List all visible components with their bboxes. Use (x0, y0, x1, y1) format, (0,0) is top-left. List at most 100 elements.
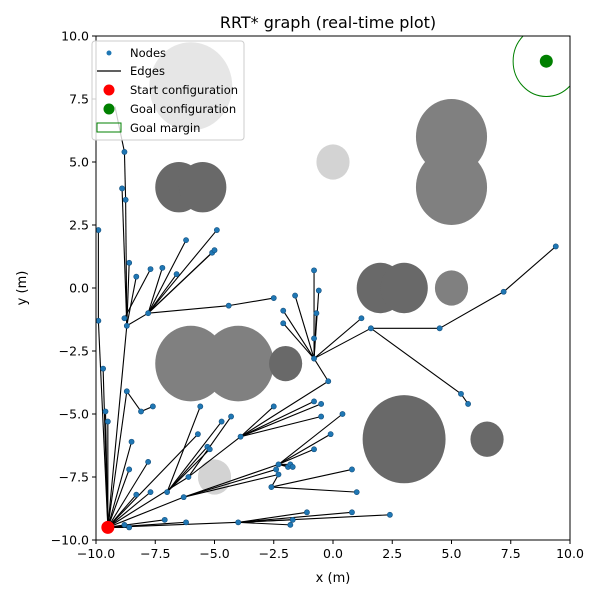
node (368, 325, 374, 332)
node (149, 403, 156, 410)
node (102, 408, 109, 415)
edge (166, 446, 208, 493)
node (218, 418, 225, 425)
node (339, 411, 346, 417)
x-tick-label: −10.0 (77, 546, 115, 561)
node (122, 196, 129, 203)
y-axis-label: y (m) (15, 271, 30, 306)
plot-area (96, 36, 570, 534)
edge (228, 297, 274, 307)
node (311, 267, 317, 274)
edge (148, 305, 229, 314)
edge (126, 262, 130, 326)
edge (126, 391, 142, 412)
legend-edges-label: Edges (130, 64, 165, 78)
node (123, 388, 130, 395)
obstacle (202, 325, 274, 402)
edge (183, 463, 279, 498)
node (159, 264, 166, 271)
node (552, 243, 559, 250)
edge (240, 415, 322, 438)
node (353, 489, 360, 496)
node (145, 310, 152, 317)
legend: Nodes Edges Start configuration Goal con… (91, 40, 245, 141)
edge (370, 327, 462, 395)
obstacle (316, 144, 350, 180)
edge (271, 468, 353, 488)
x-axis: −10.0 −7.5 −5.0 −2.5 0.0 2.5 5.0 7.5 10.0 (77, 540, 584, 561)
x-tick-label: 10.0 (556, 546, 584, 561)
edge (238, 511, 353, 523)
node (225, 302, 232, 309)
node (289, 516, 296, 523)
node (185, 474, 192, 480)
y-tick-label: −7.5 (59, 470, 89, 485)
x-tick-label: 0.0 (323, 546, 343, 561)
y-tick-label: −5.0 (59, 407, 89, 422)
y-tick-label: 5.0 (69, 155, 89, 170)
node (311, 335, 317, 342)
nodes (96, 149, 559, 531)
obstacle (434, 270, 469, 306)
legend-goal-marker (103, 103, 115, 115)
x-tick-label: −2.5 (259, 546, 289, 561)
chart-title: RRT* graph (real-time plot) (220, 13, 436, 32)
y-tick-label: 2.5 (69, 218, 89, 233)
node (128, 438, 135, 445)
edge (238, 514, 390, 523)
edge (147, 239, 187, 314)
edge (147, 249, 215, 314)
node (96, 227, 102, 233)
node (121, 149, 128, 155)
node (180, 494, 187, 501)
legend-box (91, 40, 245, 141)
edge (125, 199, 128, 326)
edge (183, 473, 279, 498)
edge (238, 521, 291, 526)
node (145, 458, 152, 465)
edge (107, 496, 184, 528)
edge (107, 325, 128, 528)
y-tick-label: −2.5 (59, 344, 89, 359)
node (195, 431, 201, 438)
start-marker (101, 520, 115, 534)
x-axis-label: x (m) (316, 571, 351, 586)
edge (313, 358, 329, 382)
node (289, 464, 296, 470)
edge (107, 476, 189, 528)
legend-start-label: Start configuration (130, 83, 238, 97)
edge (271, 486, 357, 493)
edges (97, 106, 557, 528)
y-axis: −10.0 −7.5 −5.0 −2.5 0.0 2.5 5.0 7.5 10.0 (51, 29, 96, 548)
node (133, 491, 140, 498)
node (173, 271, 180, 278)
node (275, 461, 282, 468)
node (119, 185, 125, 192)
edge (166, 421, 223, 493)
legend-margin-swatch (96, 122, 122, 133)
node (318, 401, 325, 407)
edge (126, 312, 149, 327)
goal-layer (512, 36, 570, 97)
edge (107, 433, 199, 528)
goal-marker (539, 54, 553, 68)
node (133, 273, 140, 280)
edge (294, 295, 315, 359)
node (147, 489, 154, 496)
node (358, 315, 365, 322)
goal-margin-circle (512, 36, 570, 97)
edge (238, 511, 308, 523)
node (183, 237, 189, 244)
node (96, 317, 102, 324)
edge (240, 406, 275, 438)
node (458, 390, 464, 397)
edge (183, 468, 277, 498)
node (465, 401, 471, 407)
node (121, 521, 128, 528)
x-tick-label: 2.5 (382, 546, 402, 561)
node (313, 310, 320, 317)
edge (240, 400, 315, 438)
edge (188, 436, 241, 478)
node (280, 307, 287, 314)
node (304, 509, 310, 516)
